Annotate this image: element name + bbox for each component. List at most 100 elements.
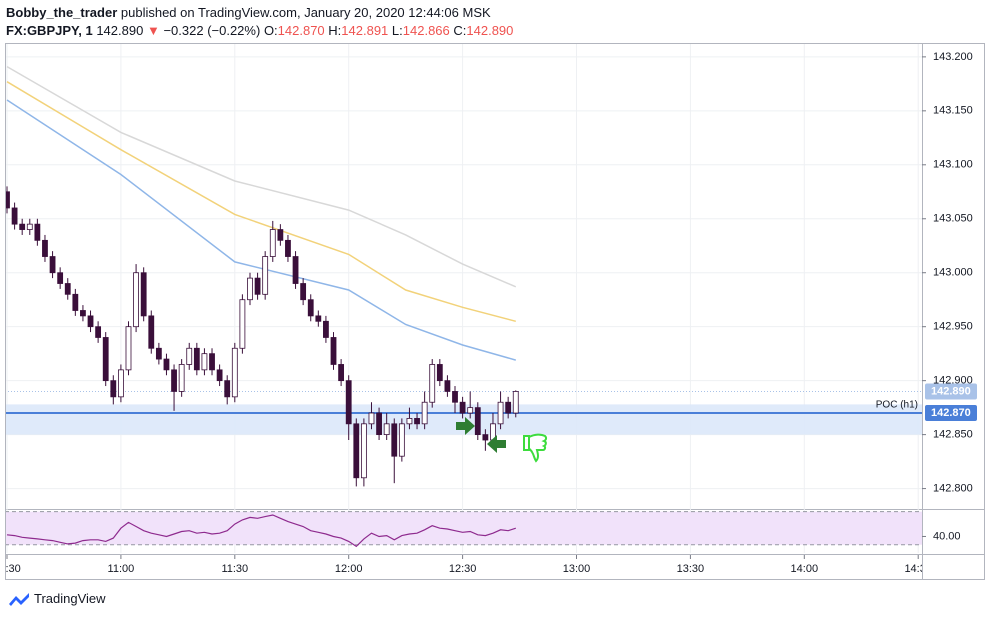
rsi-line xyxy=(6,514,516,548)
last-price-label-box xyxy=(925,383,977,400)
candle-body xyxy=(64,283,71,295)
x-tick-label: 13:00 xyxy=(563,563,591,575)
l-label: L: xyxy=(391,23,403,38)
price: 142.890 xyxy=(96,23,144,38)
candle-body xyxy=(262,256,269,295)
x-tick-label: 11:30 xyxy=(221,563,248,575)
candle-body xyxy=(6,191,10,209)
candle-body xyxy=(178,364,185,392)
x-tick-label: 14:30 xyxy=(904,563,932,575)
published: published on TradingView.com, January 20… xyxy=(120,5,491,20)
y-tick-label: 143.150 xyxy=(933,105,973,117)
symbol: FX:GBPJPY, 1 xyxy=(6,23,93,38)
candle-body xyxy=(125,326,132,371)
annotations xyxy=(456,417,548,463)
candle-body xyxy=(285,239,291,257)
candle-body xyxy=(216,369,223,382)
candle-body xyxy=(155,347,162,360)
y-tick-label: 143.200 xyxy=(933,51,973,63)
candle-body xyxy=(307,299,314,317)
x-tick-label: 11:00 xyxy=(108,563,135,575)
candle-body xyxy=(360,423,367,479)
change: −0.322 (−0.22%) xyxy=(163,23,261,38)
candle-body xyxy=(95,326,102,338)
candle-body xyxy=(512,391,519,414)
header-line: Bobby_the_trader published on TradingVie… xyxy=(6,4,513,22)
h: 142.891 xyxy=(341,23,389,38)
x-tick-label: 12:30 xyxy=(449,563,477,575)
c: 142.890 xyxy=(466,23,514,38)
candle-body xyxy=(277,229,284,241)
candle-body xyxy=(102,337,109,382)
arrow-left xyxy=(487,435,506,453)
candle-body xyxy=(186,347,193,365)
candle-body xyxy=(72,293,79,311)
poc-name: POC (h1) xyxy=(876,400,918,411)
candle-body xyxy=(171,369,177,392)
candle-body xyxy=(376,412,382,436)
candle-body xyxy=(254,277,261,295)
candle-body xyxy=(269,229,276,257)
candle-body xyxy=(497,401,504,425)
candle-body xyxy=(163,358,170,371)
arrow: ▼ xyxy=(146,23,160,38)
o-label: O: xyxy=(263,23,278,38)
rsi-band xyxy=(6,511,922,545)
x-tick-label: 14:00 xyxy=(791,563,819,575)
candle-body xyxy=(80,310,86,317)
moving-average xyxy=(6,65,517,288)
candle-body xyxy=(231,347,238,398)
x-tick-label: 10:30 xyxy=(0,563,21,575)
candle-body xyxy=(421,401,428,425)
candle-body xyxy=(42,239,48,257)
candle-body xyxy=(11,207,18,225)
arrow-right xyxy=(456,417,475,435)
candle-body xyxy=(391,423,398,457)
poc-label: 142.870 xyxy=(931,407,971,419)
moving-average xyxy=(6,99,517,361)
x-tick-label: 12:00 xyxy=(335,563,363,575)
candle-body xyxy=(239,299,246,349)
candle-body xyxy=(414,418,420,425)
rsi-panel xyxy=(6,511,922,548)
candle-body xyxy=(315,315,322,322)
candle-body xyxy=(140,272,147,317)
candle-body xyxy=(300,283,307,301)
x-axis: 10:30 11:00 11:30 12:00 12:30 13:00 13:30 14:00… xyxy=(0,555,932,575)
candle-body xyxy=(201,353,208,371)
candle-body xyxy=(459,401,466,414)
y-tick-label: 143.050 xyxy=(933,213,973,225)
logo-mark xyxy=(9,592,29,606)
thumbs-down xyxy=(523,433,548,463)
candle-body xyxy=(148,315,155,349)
header-line: FX:GBPJPY, 1 142.890 ▼ −0.322 (−0.22%) O… xyxy=(6,22,513,40)
candle-body xyxy=(110,380,117,398)
l: 142.866 xyxy=(402,23,450,38)
candle-body xyxy=(133,272,139,328)
moving-average xyxy=(6,81,516,323)
candle-body xyxy=(49,256,56,274)
candle-body xyxy=(247,277,253,301)
candle-body xyxy=(482,434,489,441)
candle-body xyxy=(323,320,329,338)
candle-body xyxy=(292,256,299,284)
logo: TradingView xyxy=(8,591,106,606)
candle-body xyxy=(398,423,405,457)
y-tick-label: 142.800 xyxy=(933,482,973,494)
candle-body xyxy=(452,391,458,403)
candle-body xyxy=(118,369,124,398)
candle-body xyxy=(505,401,512,414)
candle-body xyxy=(57,272,64,284)
y-axis: 142.800142.850142.900142.950143.000143.0… xyxy=(922,51,977,542)
last-price-label: 142.890 xyxy=(931,385,971,397)
candle-body xyxy=(444,380,451,392)
o: 142.870 xyxy=(277,23,325,38)
logo-icon xyxy=(9,592,29,606)
candle-body xyxy=(26,223,33,230)
candle-body xyxy=(34,223,41,241)
y-tick-label: 143.100 xyxy=(933,159,973,171)
candle-body xyxy=(87,315,94,328)
candle-body xyxy=(436,364,443,382)
rsi-tick-label: 40.00 xyxy=(933,530,961,542)
